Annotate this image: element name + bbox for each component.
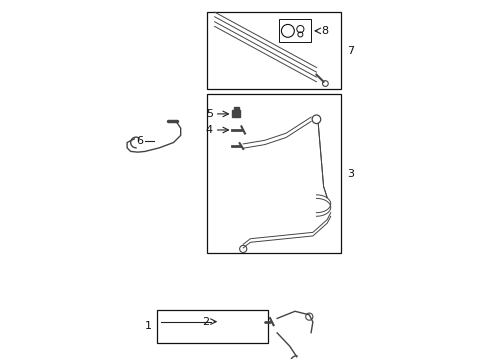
Text: 3: 3 <box>347 169 354 179</box>
Text: 6: 6 <box>136 136 143 146</box>
Bar <box>207 12 342 89</box>
Text: 5: 5 <box>206 109 213 119</box>
Bar <box>232 111 241 117</box>
Bar <box>279 19 311 42</box>
Text: 2: 2 <box>202 317 209 327</box>
Bar <box>207 94 342 253</box>
Bar <box>157 310 268 342</box>
Text: 8: 8 <box>321 26 328 36</box>
Bar <box>234 107 239 111</box>
Text: 7: 7 <box>347 45 354 55</box>
Text: 1: 1 <box>145 321 152 332</box>
Text: 4: 4 <box>206 125 213 135</box>
